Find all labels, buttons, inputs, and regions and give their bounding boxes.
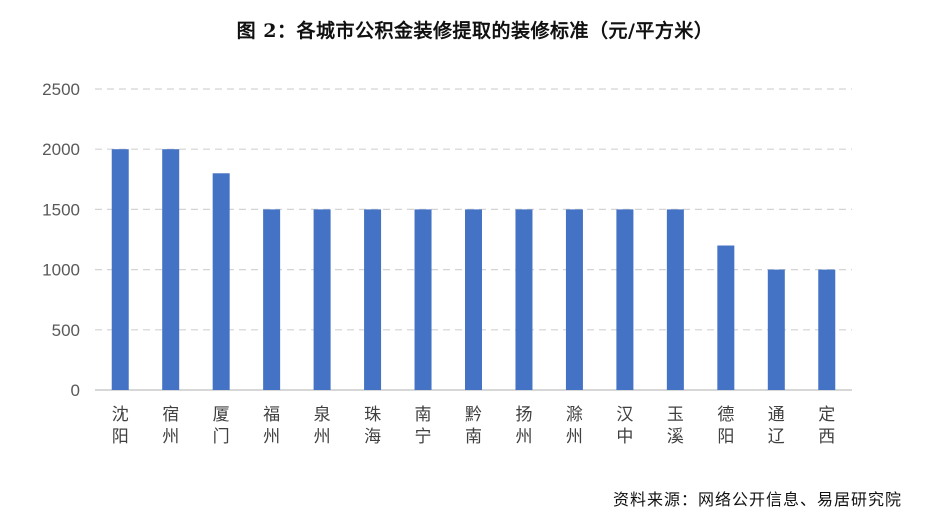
x-tick-label: 泉州 — [314, 405, 331, 447]
bar — [111, 149, 129, 390]
x-tick-label: 南宁 — [415, 405, 432, 447]
source-note: 资料来源：网络公开信息、易居研究院 — [612, 490, 902, 509]
x-tick-label: 珠海 — [364, 405, 381, 447]
x-tick-label: 定西 — [818, 405, 835, 447]
bar — [162, 149, 180, 390]
x-tick-label: 通辽 — [768, 405, 785, 447]
x-tick-label: 福州 — [263, 405, 280, 447]
chart-title: 图 2：各城市公积金装修提取的装修标准（元/平方米） — [236, 20, 714, 42]
bar — [666, 209, 684, 390]
bar — [212, 173, 230, 390]
y-tick-label: 2500 — [42, 80, 80, 99]
bar — [515, 209, 533, 390]
bar — [313, 209, 331, 390]
y-tick-label: 1000 — [42, 261, 80, 280]
y-tick-label: 1500 — [42, 200, 80, 219]
y-tick-label: 0 — [71, 381, 80, 400]
x-tick-label: 宿州 — [162, 405, 179, 447]
x-tick-label: 汉中 — [616, 405, 633, 447]
x-tick-label: 沈阳 — [112, 405, 129, 447]
x-tick-label: 玉溪 — [667, 405, 684, 447]
bar — [414, 209, 432, 390]
x-tick-label: 黔南 — [465, 405, 482, 447]
x-tick-label: 滁州 — [566, 405, 583, 447]
bar — [263, 209, 281, 390]
bar — [717, 245, 735, 390]
bar — [364, 209, 382, 390]
x-tick-label: 厦门 — [213, 405, 230, 447]
bar — [818, 269, 836, 390]
bar — [616, 209, 634, 390]
bar — [767, 269, 785, 390]
bar — [465, 209, 482, 390]
y-tick-label: 2000 — [42, 140, 80, 159]
bar — [565, 209, 583, 390]
x-tick-label: 扬州 — [515, 405, 532, 447]
x-tick-label: 德阳 — [717, 405, 734, 447]
y-tick-label: 500 — [52, 321, 80, 340]
